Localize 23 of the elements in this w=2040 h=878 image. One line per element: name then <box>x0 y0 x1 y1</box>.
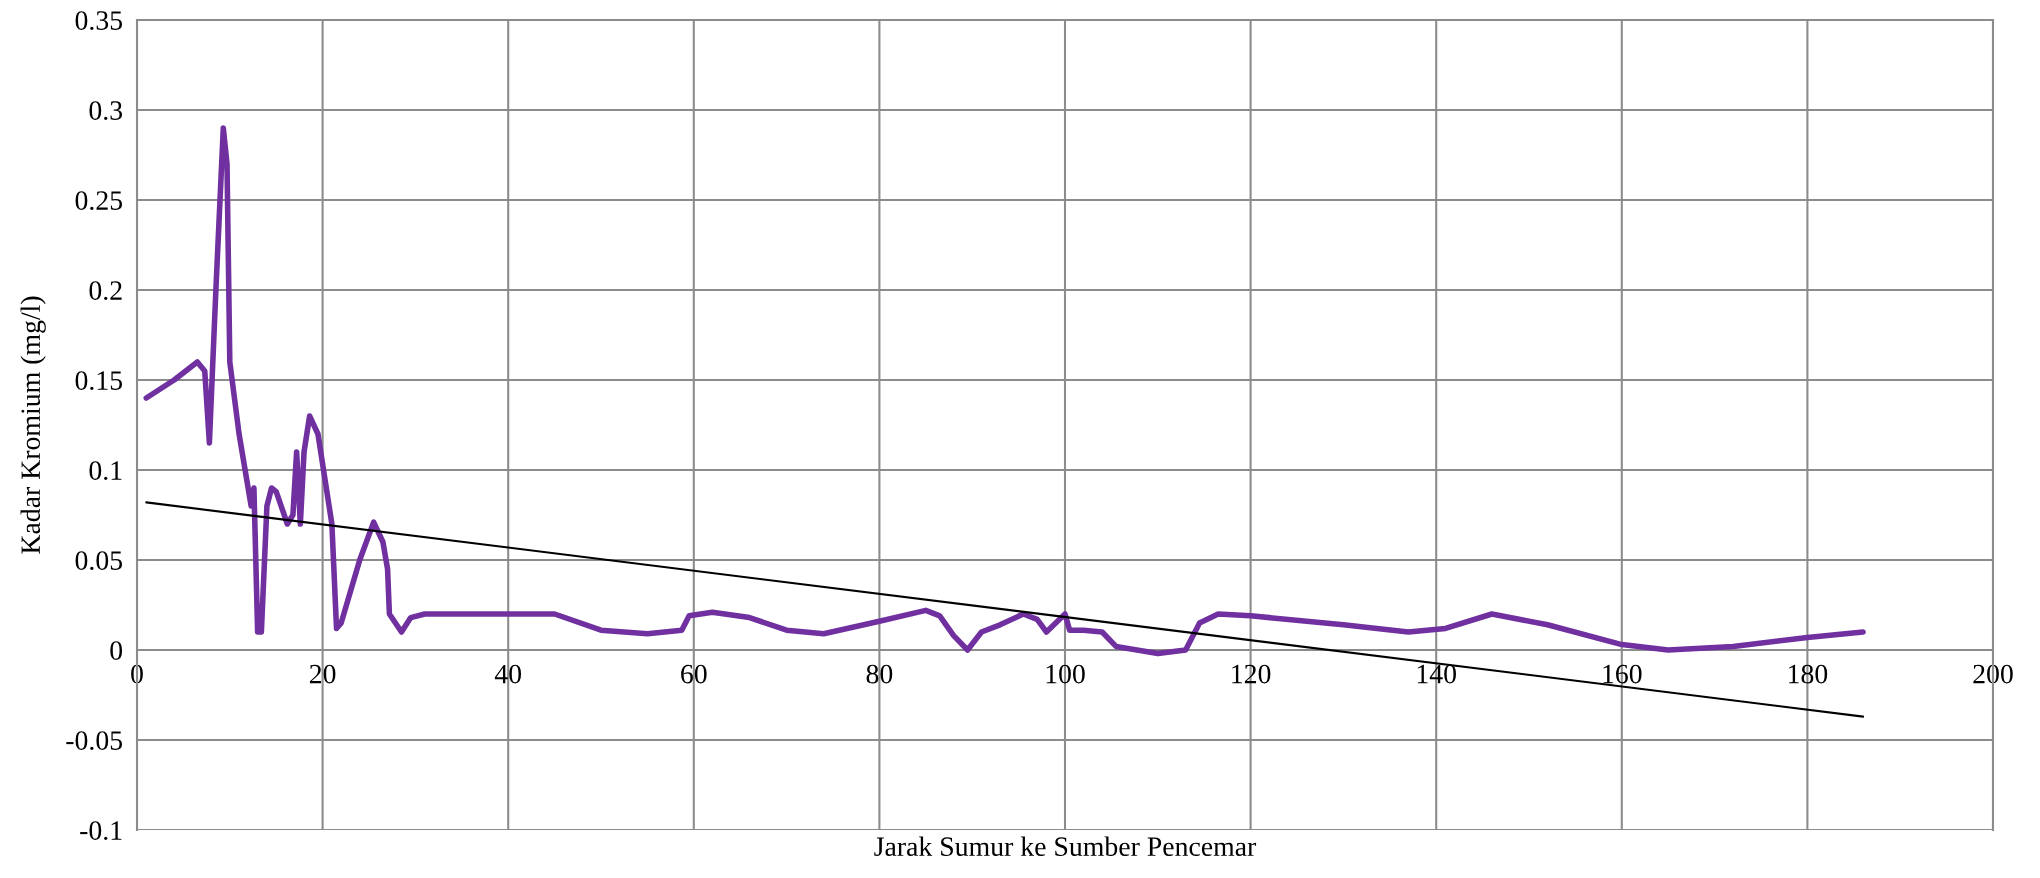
x-tick-label: 140 <box>1417 664 1456 684</box>
x-tick-label: 40 <box>494 664 522 684</box>
x-tick-label: 120 <box>1232 664 1271 684</box>
y-tick-label: 0.35 <box>75 11 123 31</box>
x-tick-label: 80 <box>866 664 893 684</box>
y-tick-label: 0 <box>110 641 123 660</box>
x-axis-title: Jarak Sumur ke Sumber Pencemar <box>874 836 1257 857</box>
y-tick-label: 0.1 <box>89 461 122 481</box>
y-tick-label: 0.25 <box>75 191 123 211</box>
y-tick-label: 0.15 <box>75 371 123 391</box>
x-tick-label: 0 <box>131 664 143 684</box>
y-tick-label: 0.3 <box>89 101 123 121</box>
y-tick-label: -0.05 <box>66 731 123 751</box>
x-tick-label: 100 <box>1046 664 1085 684</box>
x-tick-label: 180 <box>1789 664 1828 684</box>
y-axis-title: Kadar Kromium (mg/l) <box>20 296 46 554</box>
x-tick-label: 160 <box>1603 664 1642 684</box>
x-tick-label: 60 <box>681 664 707 684</box>
y-tick-label: 0.2 <box>89 281 122 301</box>
y-tick-label: -0.1 <box>80 821 122 841</box>
x-tick-label: 20 <box>309 664 336 684</box>
y-tick-label: 0.05 <box>75 551 123 571</box>
x-tick-label: 200 <box>1973 664 2013 684</box>
